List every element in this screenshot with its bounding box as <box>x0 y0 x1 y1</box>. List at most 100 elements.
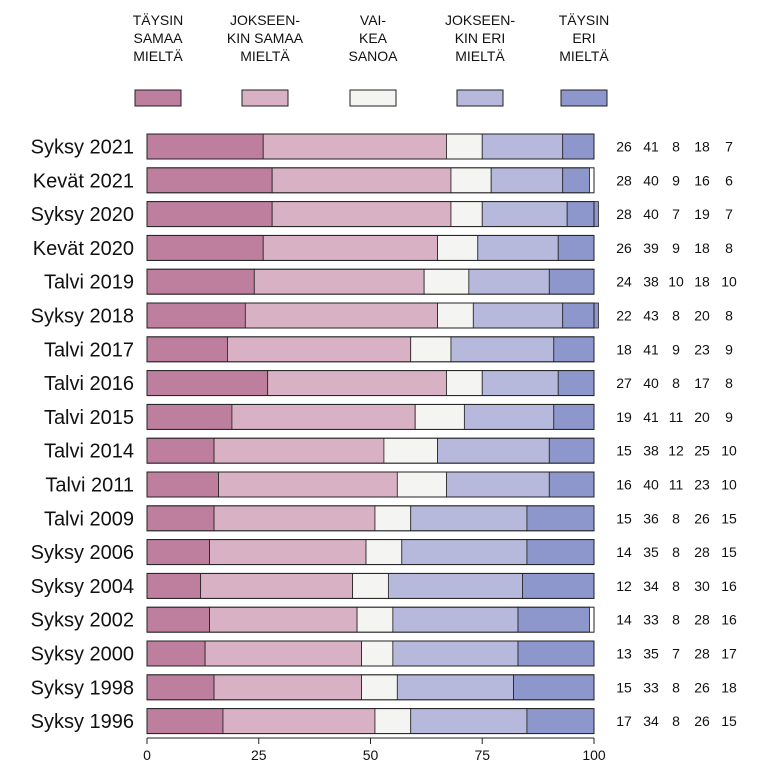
value-label: 7 <box>725 206 733 222</box>
bar-segment <box>553 403 595 430</box>
bar-segment <box>146 302 246 329</box>
bar-segment <box>392 606 519 633</box>
value-label: 12 <box>616 578 632 594</box>
bar-segment <box>146 437 215 464</box>
bar-outline <box>146 708 595 735</box>
bar-segment <box>392 640 519 667</box>
legend-swatch <box>134 89 182 107</box>
category-label: Talvi 2016 <box>44 373 134 395</box>
value-label: 8 <box>725 308 733 324</box>
value-label: 33 <box>643 679 659 695</box>
legend-label: TÄYSIN <box>559 12 610 28</box>
category-label: Syksy 2021 <box>31 137 134 159</box>
bar-segment <box>472 302 564 329</box>
category-label: Talvi 2015 <box>44 407 134 429</box>
value-label: 9 <box>672 341 680 357</box>
value-label: 15 <box>616 443 632 459</box>
bar-segment <box>450 201 483 228</box>
value-label: 34 <box>643 578 659 594</box>
value-label: 7 <box>672 206 680 222</box>
bar-outline <box>146 201 595 228</box>
value-label: 8 <box>672 578 680 594</box>
value-label: 16 <box>721 578 737 594</box>
bar-segment <box>209 539 367 565</box>
value-label: 10 <box>721 443 737 459</box>
bar-outline <box>146 370 595 397</box>
bar-segment <box>557 370 595 397</box>
bar-segment <box>213 437 385 464</box>
bar-outline <box>146 234 595 261</box>
bar-segment <box>396 471 447 498</box>
value-label: 41 <box>643 409 659 425</box>
bar-segment <box>146 336 228 363</box>
legend-swatch <box>560 89 608 107</box>
legend: TÄYSIN SAMAA MIELTÄ JOKSEEN- KIN SAMAA MIELTÄ… <box>133 12 610 107</box>
value-label: 43 <box>643 308 659 324</box>
value-label: 41 <box>643 139 659 155</box>
bar-segment <box>562 302 599 329</box>
bar-segment <box>271 167 452 194</box>
value-label: 18 <box>694 240 710 256</box>
category-label: Syksy 2020 <box>31 204 134 226</box>
bar-outline <box>146 268 595 295</box>
value-label: 14 <box>616 612 632 628</box>
bar-segment <box>468 268 550 295</box>
bar-segment <box>517 640 595 667</box>
value-label: 41 <box>643 341 659 357</box>
bar-segment <box>477 234 559 261</box>
bar-outline <box>146 572 595 599</box>
value-label: 18 <box>694 274 710 290</box>
bar-segment <box>414 403 465 430</box>
bar-segment <box>352 573 389 599</box>
bar-segment <box>437 437 550 464</box>
bar-segment <box>383 437 438 464</box>
value-label: 19 <box>616 409 632 425</box>
bar-segment <box>446 133 483 160</box>
bar-segment <box>548 437 595 464</box>
value-label: 26 <box>694 510 710 526</box>
value-label: 12 <box>668 443 684 459</box>
bar-segment <box>401 539 528 565</box>
legend-label: KEA <box>359 30 388 46</box>
bar-segment <box>146 539 210 565</box>
bar-segment <box>396 674 514 701</box>
bar-segment <box>146 505 215 532</box>
bar-segment <box>450 336 555 363</box>
value-label: 18 <box>616 341 632 357</box>
bar-outline <box>146 539 595 566</box>
bar-segment <box>253 268 425 295</box>
bar-segment <box>365 539 403 565</box>
value-label: 6 <box>725 172 733 188</box>
x-tick-label: 50 <box>363 747 379 763</box>
bar-segment <box>446 370 483 397</box>
x-tick-label: 100 <box>582 747 606 763</box>
x-tick-label: 0 <box>143 747 151 763</box>
bar-segment <box>481 370 559 397</box>
value-label: 8 <box>672 139 680 155</box>
bar-segment <box>146 606 210 633</box>
value-label: 8 <box>672 510 680 526</box>
bar-segment <box>271 201 452 228</box>
x-axis: 0 25 50 75 100 <box>143 737 606 763</box>
value-label: 39 <box>643 240 659 256</box>
legend-swatch <box>241 89 289 107</box>
value-label: 35 <box>643 646 659 662</box>
value-label: 16 <box>694 172 710 188</box>
value-label: 40 <box>643 375 659 391</box>
legend-label: VAI- <box>360 12 387 28</box>
bar-segment <box>146 133 264 160</box>
value-label: 8 <box>672 308 680 324</box>
bar-segment <box>410 505 528 532</box>
value-label: 10 <box>668 274 684 290</box>
value-label: 27 <box>616 375 632 391</box>
legend-label: SANOA <box>348 48 398 64</box>
category-label: Talvi 2017 <box>44 339 134 361</box>
value-label: 36 <box>643 510 659 526</box>
bar-segment <box>227 336 412 363</box>
value-label: 28 <box>694 646 710 662</box>
bar-segment <box>146 708 224 734</box>
legend-label: MIELTÄ <box>133 48 183 64</box>
value-label: 8 <box>672 679 680 695</box>
bar-segment <box>490 167 564 194</box>
bar-segment <box>231 403 416 430</box>
